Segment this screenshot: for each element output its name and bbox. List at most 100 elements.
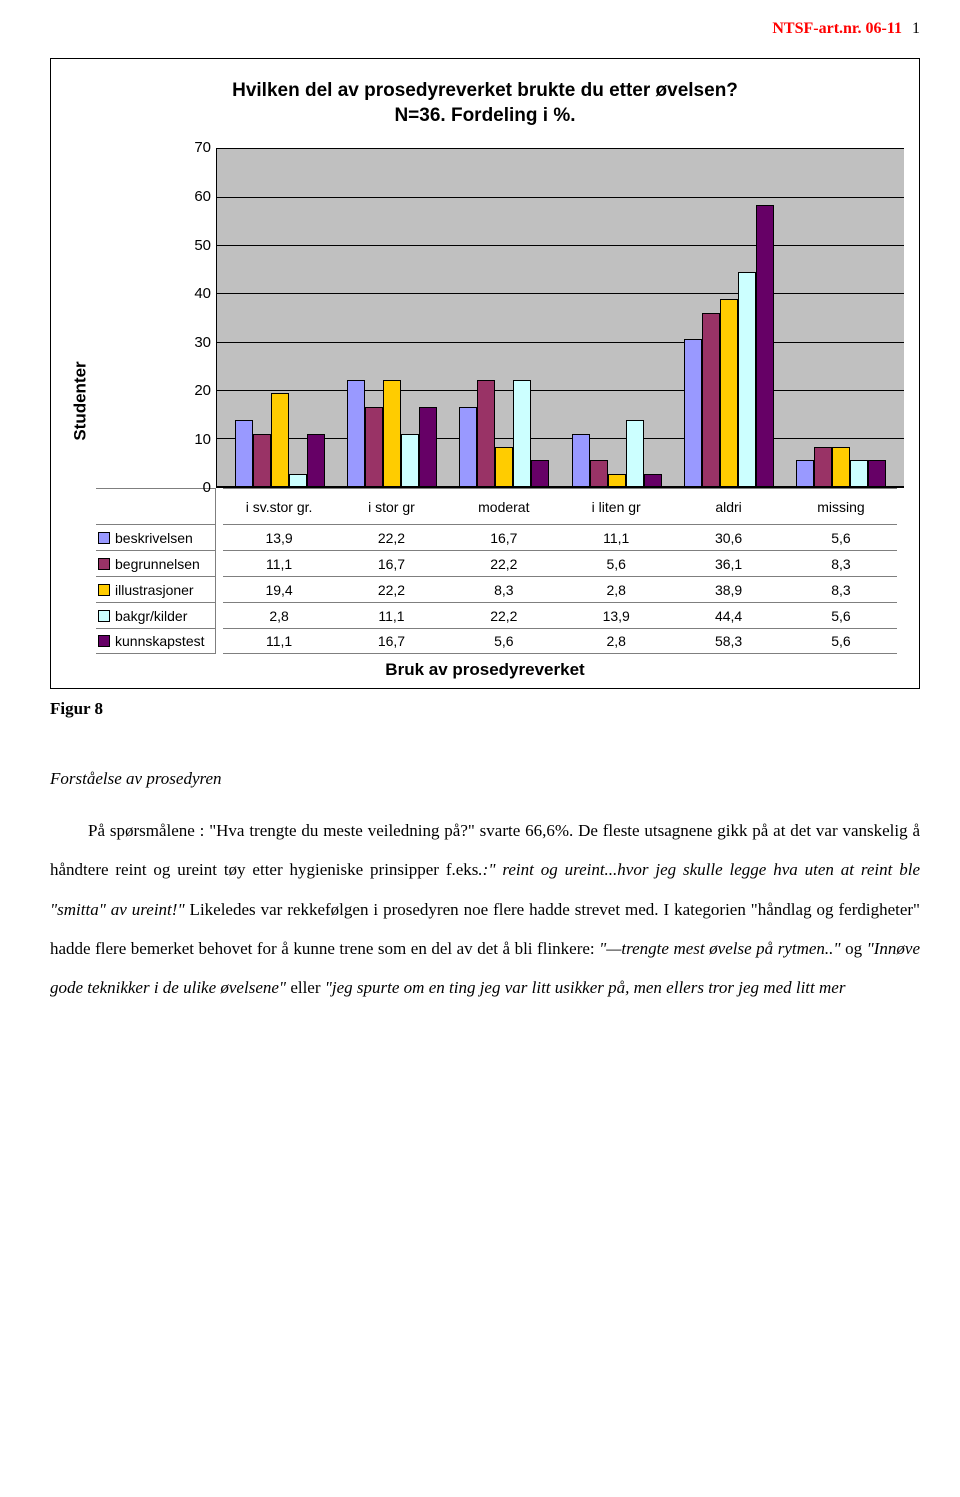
data-cell: 38,9 — [672, 576, 784, 602]
y-axis-label-box: Studenter — [66, 148, 96, 654]
data-row: 13,922,216,711,130,65,6 — [216, 524, 904, 550]
data-cell: 13,9 — [223, 524, 335, 550]
data-cell: 5,6 — [448, 628, 560, 654]
legend-item: begrunnelsen — [96, 550, 216, 576]
data-cell: 58,3 — [672, 628, 784, 654]
x-category: moderat — [448, 488, 560, 524]
bar — [796, 460, 814, 487]
x-category: i stor gr — [335, 488, 447, 524]
bar — [307, 434, 325, 488]
x-axis-label: Bruk av prosedyreverket — [66, 660, 904, 680]
bar — [365, 407, 383, 488]
bar — [347, 380, 365, 488]
bar — [383, 380, 401, 488]
legend-swatch — [98, 610, 110, 622]
data-cell: 2,8 — [560, 628, 672, 654]
figure-label: Figur 8 — [50, 699, 920, 719]
chart-area — [216, 148, 904, 488]
bar — [513, 380, 531, 488]
legend-label: beskrivelsen — [115, 530, 193, 546]
data-cell: 8,3 — [448, 576, 560, 602]
legend-item: illustrasjoner — [96, 576, 216, 602]
data-cell: 19,4 — [223, 576, 335, 602]
data-cell: 5,6 — [785, 602, 897, 628]
plot-area-column: i sv.stor gr.i stor grmoderati liten gra… — [216, 148, 904, 654]
bar — [814, 447, 832, 487]
bar — [531, 460, 549, 487]
data-cell: 13,9 — [560, 602, 672, 628]
data-cell: 8,3 — [785, 576, 897, 602]
body-p1h: "jeg spurte om en ting jeg var litt usik… — [325, 978, 846, 997]
x-category: i sv.stor gr. — [223, 488, 335, 524]
legend-swatch — [98, 635, 110, 647]
data-cell: 11,1 — [223, 550, 335, 576]
bar — [572, 434, 590, 488]
bar — [477, 380, 495, 488]
data-cell: 11,1 — [223, 628, 335, 654]
data-cell: 22,2 — [335, 524, 447, 550]
bar — [850, 460, 868, 487]
chart-title-line2: N=36. Fordeling i %. — [394, 105, 575, 126]
bar-group — [673, 148, 785, 487]
header-ref-text: NTSF-art.nr. 06-11 — [772, 20, 902, 37]
bar-groups — [217, 148, 904, 487]
bar — [590, 460, 608, 487]
legend-item: kunnskapstest — [96, 628, 216, 654]
chart-title-line1: Hvilken del av prosedyreverket brukte du… — [232, 80, 738, 101]
x-category: i liten gr — [560, 488, 672, 524]
legend-swatch — [98, 584, 110, 596]
bar — [868, 460, 886, 487]
chart-container: Hvilken del av prosedyreverket brukte du… — [50, 58, 920, 689]
legend-column: 706050403020100 beskrivelsen begrunnelsen… — [96, 148, 216, 654]
data-row: 19,422,28,32,838,98,3 — [216, 576, 904, 602]
data-cell: 22,2 — [448, 550, 560, 576]
data-cell: 36,1 — [672, 550, 784, 576]
bar — [289, 474, 307, 488]
data-cell: 5,6 — [560, 550, 672, 576]
bar — [832, 447, 850, 487]
data-row: 2,811,122,213,944,45,6 — [216, 602, 904, 628]
x-category: missing — [785, 488, 897, 524]
x-axis-categories: i sv.stor gr.i stor grmoderati liten gra… — [216, 488, 904, 524]
section-heading: Forståelse av prosedyren — [50, 769, 920, 789]
legend-label: bakgr/kilder — [115, 608, 187, 624]
legend-header-spacer — [96, 488, 216, 524]
y-ticks: 706050403020100 — [171, 148, 211, 488]
bar-group — [561, 148, 673, 487]
bar — [738, 272, 756, 487]
legend-label: kunnskapstest — [115, 633, 205, 649]
data-cell: 2,8 — [223, 602, 335, 628]
data-cell: 22,2 — [448, 602, 560, 628]
data-cell: 16,7 — [448, 524, 560, 550]
y-axis-label: Studenter — [71, 362, 91, 441]
bar-group — [224, 148, 336, 487]
bar — [720, 299, 738, 487]
bar — [684, 339, 702, 487]
header-reference: NTSF-art.nr. 06-11 1 — [50, 20, 920, 38]
bar-group — [448, 148, 560, 487]
legend-item: beskrivelsen — [96, 524, 216, 550]
bar-group — [785, 148, 897, 487]
legend-label: begrunnelsen — [115, 556, 200, 572]
x-category: aldri — [672, 488, 784, 524]
body-p1d: "—trengte mest øvelse på rytmen.." — [599, 939, 840, 958]
header-page-number: 1 — [912, 20, 920, 37]
bar — [271, 393, 289, 487]
bar — [419, 407, 437, 488]
bar — [626, 420, 644, 487]
data-cell: 44,4 — [672, 602, 784, 628]
data-row: 11,116,722,25,636,18,3 — [216, 550, 904, 576]
data-cell: 5,6 — [785, 524, 897, 550]
bar — [235, 420, 253, 487]
data-cell: 11,1 — [560, 524, 672, 550]
data-cell: 16,7 — [335, 628, 447, 654]
data-cell: 2,8 — [560, 576, 672, 602]
bar — [756, 205, 774, 487]
body-paragraph: På spørsmålene : "Hva trengte du meste v… — [50, 811, 920, 1006]
chart-title: Hvilken del av prosedyreverket brukte du… — [66, 79, 904, 128]
body-p1g: eller — [286, 978, 325, 997]
bar — [459, 407, 477, 488]
data-cell: 5,6 — [785, 628, 897, 654]
bar — [495, 447, 513, 487]
legend-swatch — [98, 558, 110, 570]
